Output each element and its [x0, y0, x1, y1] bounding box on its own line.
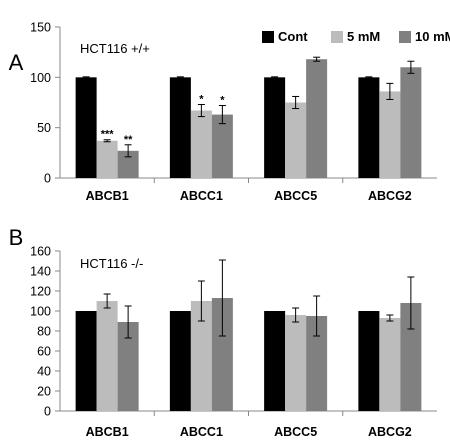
panel-a-category-label: ABCC1 — [180, 189, 223, 203]
panel-a-category-label: ABCB1 — [86, 189, 129, 203]
panel-b-bar-abcc1-5mm — [190, 301, 212, 411]
panel-b-annotation: HCT116 -/- — [80, 256, 143, 271]
panel-b-ytick-label: 120 — [30, 285, 51, 299]
panel-a-significance-mark: * — [199, 94, 204, 106]
panel-b-bar-abcb1-10mm — [117, 322, 139, 411]
panel-a-category-label: ABCC5 — [274, 189, 317, 203]
legend-label-5mm: 5 mM — [347, 29, 380, 44]
legend-swatch-10mm — [399, 31, 411, 43]
panel-a-bar-abcc5-cont — [264, 77, 286, 178]
panel-a-ytick-label: 150 — [30, 21, 51, 35]
panel-b-bar-abcc1-cont — [169, 311, 191, 411]
panel-b-bar-abcc5-5mm — [285, 315, 307, 411]
legend-label-10mm: 10 mM — [415, 29, 450, 44]
panel-a-bar-abcg2-10mm — [400, 67, 422, 178]
panel-b-ytick-label: 80 — [37, 325, 51, 339]
panel-b-ytick-label: 60 — [37, 345, 51, 359]
panel-a-bar-abcc1-10mm — [211, 114, 233, 178]
panel-b-bar-abcg2-5mm — [379, 318, 401, 411]
panel-b-bar-abcg2-cont — [358, 311, 380, 411]
panel-b-category-label: ABCC5 — [274, 425, 317, 439]
panel-b-ytick-label: 160 — [30, 245, 51, 259]
panel-a-significance-mark: * — [220, 95, 225, 107]
panel-b-ytick-label: 140 — [30, 265, 51, 279]
panel-a-bar-abcc1-cont — [169, 77, 191, 178]
panel-b-label: B — [9, 225, 24, 250]
panel-a-ytick-label: 50 — [37, 121, 51, 135]
panel-a-bar-abcb1-10mm — [117, 150, 139, 178]
panel-b-ytick-label: 100 — [30, 305, 51, 319]
panel-a-significance-mark: ** — [124, 134, 133, 146]
panel-a-bar-abcg2-5mm — [379, 91, 401, 178]
panel-a-bar-abcc1-5mm — [190, 110, 212, 178]
panel-a-bar-abcg2-cont — [358, 77, 380, 178]
panel-b-bar-abcc5-10mm — [306, 316, 328, 411]
panel-b-ytick-label: 0 — [44, 405, 51, 419]
panel-b-bar-abcg2-10mm — [400, 303, 422, 411]
panel-a-bar-abcb1-cont — [75, 77, 97, 178]
panel-b-bar-abcc1-10mm — [211, 298, 233, 411]
panel-b-ytick-label: 40 — [37, 365, 51, 379]
legend-swatch-5mm — [331, 31, 343, 43]
panel-a-label: A — [9, 50, 24, 75]
panel-b-category-label: ABCG2 — [368, 425, 412, 439]
panel-a-category-label: ABCG2 — [368, 189, 412, 203]
legend-swatch-cont — [262, 31, 274, 43]
panel-b-ytick-label: 20 — [37, 385, 51, 399]
panel-b-category-label: ABCB1 — [86, 425, 129, 439]
panel-a-significance-mark: *** — [101, 129, 115, 141]
panel-a-bar-abcb1-5mm — [96, 140, 118, 178]
panel-b-bar-abcc5-cont — [264, 311, 286, 411]
panel-b-category-label: ABCC1 — [180, 425, 223, 439]
panel-a-ytick-label: 0 — [44, 172, 51, 186]
panel-b-bar-abcb1-cont — [75, 311, 97, 411]
panel-a-bar-abcc5-5mm — [285, 102, 307, 178]
panel-a-ytick-label: 100 — [30, 71, 51, 85]
legend-label-cont: Cont — [278, 29, 308, 44]
panel-a-annotation: HCT116 +/+ — [80, 41, 150, 56]
panel-b-bar-abcb1-5mm — [96, 301, 118, 411]
panel-a-bar-abcc5-10mm — [306, 59, 328, 178]
